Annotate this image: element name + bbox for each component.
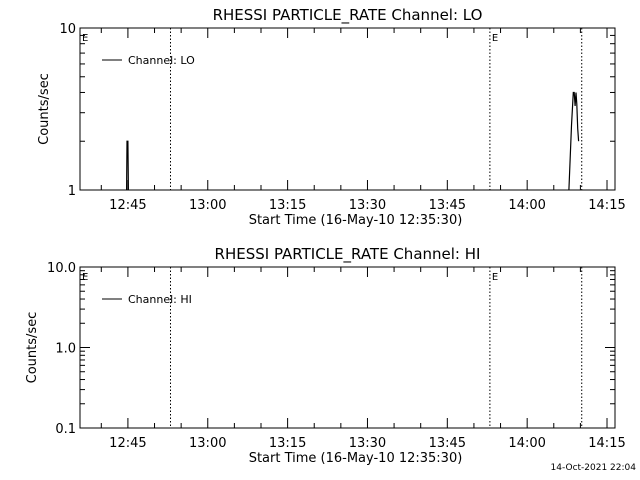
lo-series-line bbox=[126, 140, 129, 191]
hi-y-tick-label: 0.1 bbox=[55, 422, 76, 437]
lo-y-tick-label: 10 bbox=[59, 22, 76, 37]
lo-x-tick-label: 13:00 bbox=[189, 198, 226, 213]
lo-x-axis-label: Start Time (16-May-10 12:35:30) bbox=[249, 213, 463, 228]
lo-plot-frame bbox=[79, 27, 616, 191]
hi-x-tick-label: 13:30 bbox=[349, 436, 386, 451]
lo-legend-label: Channel: LO bbox=[128, 54, 195, 67]
hi-x-tick-label: 13:45 bbox=[429, 436, 466, 451]
lo-x-tick-label: 14:15 bbox=[588, 198, 625, 213]
footer-timestamp: 14-Oct-2021 22:04 bbox=[550, 463, 636, 473]
hi-event-marker-label: E bbox=[492, 272, 498, 283]
hi-legend-label: Channel: HI bbox=[128, 293, 192, 306]
lo-x-tick-label: 14:00 bbox=[508, 198, 545, 213]
lo-x-tick-label: 13:15 bbox=[269, 198, 306, 213]
hi-x-axis-label: Start Time (16-May-10 12:35:30) bbox=[249, 451, 463, 466]
lo-x-tick-label: 13:30 bbox=[349, 198, 386, 213]
hi-y-tick-label: 1.0 bbox=[55, 342, 76, 357]
lo-x-tick-label: 12:45 bbox=[109, 198, 146, 213]
lo-series-line bbox=[568, 91, 580, 191]
hi-y-axis-label: Counts/sec bbox=[25, 312, 40, 384]
hi-plot-frame bbox=[79, 266, 616, 429]
lo-event-marker-label: E bbox=[492, 33, 498, 44]
lo-y-axis-label: Counts/sec bbox=[37, 73, 52, 145]
hi-x-tick-label: 13:00 bbox=[189, 436, 226, 451]
hi-x-tick-label: 14:15 bbox=[588, 436, 625, 451]
hi-x-tick-label: 14:00 bbox=[508, 436, 545, 451]
hi-chart-title: RHESSI PARTICLE_RATE Channel: HI bbox=[215, 245, 481, 264]
lo-x-tick-label: 13:45 bbox=[429, 198, 466, 213]
lo-y-tick-label: 1 bbox=[68, 184, 76, 199]
hi-x-tick-label: 12:45 bbox=[109, 436, 146, 451]
hi-event-marker-label: E bbox=[82, 272, 88, 283]
lo-event-marker-label: E bbox=[82, 33, 88, 44]
lo-chart-title: RHESSI PARTICLE_RATE Channel: LO bbox=[213, 6, 483, 25]
hi-y-tick-label: 10.0 bbox=[47, 261, 76, 276]
hi-x-tick-label: 13:15 bbox=[269, 436, 306, 451]
